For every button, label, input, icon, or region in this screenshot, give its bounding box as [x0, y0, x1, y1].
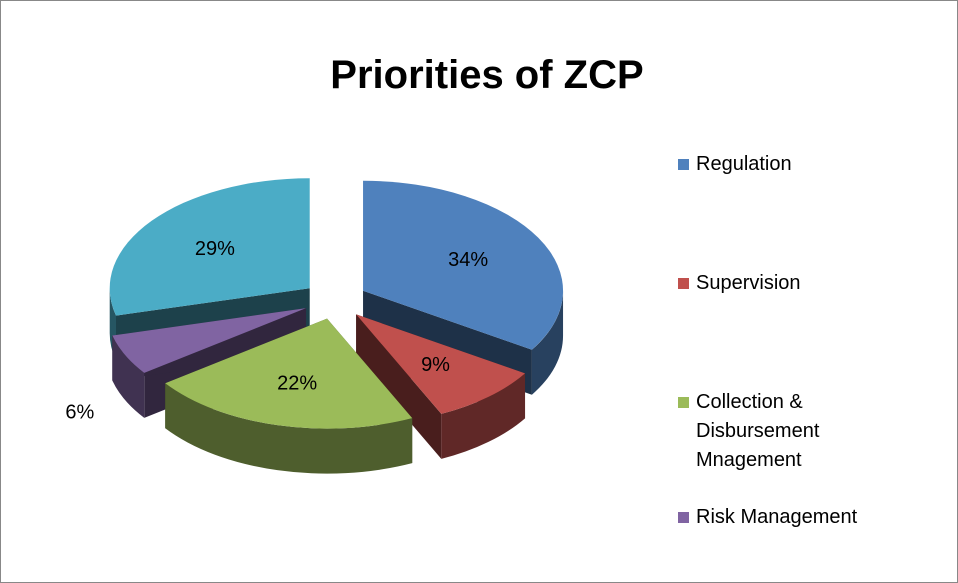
- data-label: 9%: [421, 354, 450, 376]
- legend-item: Collection & Disbursement Mnagement: [678, 388, 908, 475]
- legend-item: Regulation: [678, 150, 908, 179]
- legend-swatch: [678, 278, 689, 289]
- chart-title: Priorities of ZCP: [330, 53, 643, 97]
- pie-slice: [112, 308, 307, 373]
- slice-wall: [165, 383, 413, 474]
- data-label: 29%: [195, 238, 235, 260]
- slice-side: [356, 314, 442, 459]
- legend-label: Supervision: [696, 272, 801, 294]
- pie-slice: [109, 178, 310, 316]
- pie-slice: [363, 180, 564, 350]
- pie-slice: [356, 314, 526, 414]
- legend-label: Risk Management: [696, 506, 858, 528]
- legend-label: Regulation: [696, 153, 792, 175]
- data-label: 6%: [65, 402, 94, 424]
- legend-label: Collection & Disbursement Mnagement: [696, 391, 820, 471]
- slice-wall: [531, 290, 564, 395]
- legend-item: Supervision: [678, 269, 908, 298]
- data-label: 22%: [277, 373, 317, 395]
- legend-swatch: [678, 159, 689, 170]
- slice-wall: [441, 373, 526, 459]
- legend-swatch: [678, 397, 689, 408]
- pie-slice: [165, 318, 413, 429]
- slice-wall: [112, 335, 145, 418]
- legend-item: Risk Management: [678, 503, 908, 532]
- legend-swatch: [678, 512, 689, 523]
- data-label: 34%: [448, 249, 488, 271]
